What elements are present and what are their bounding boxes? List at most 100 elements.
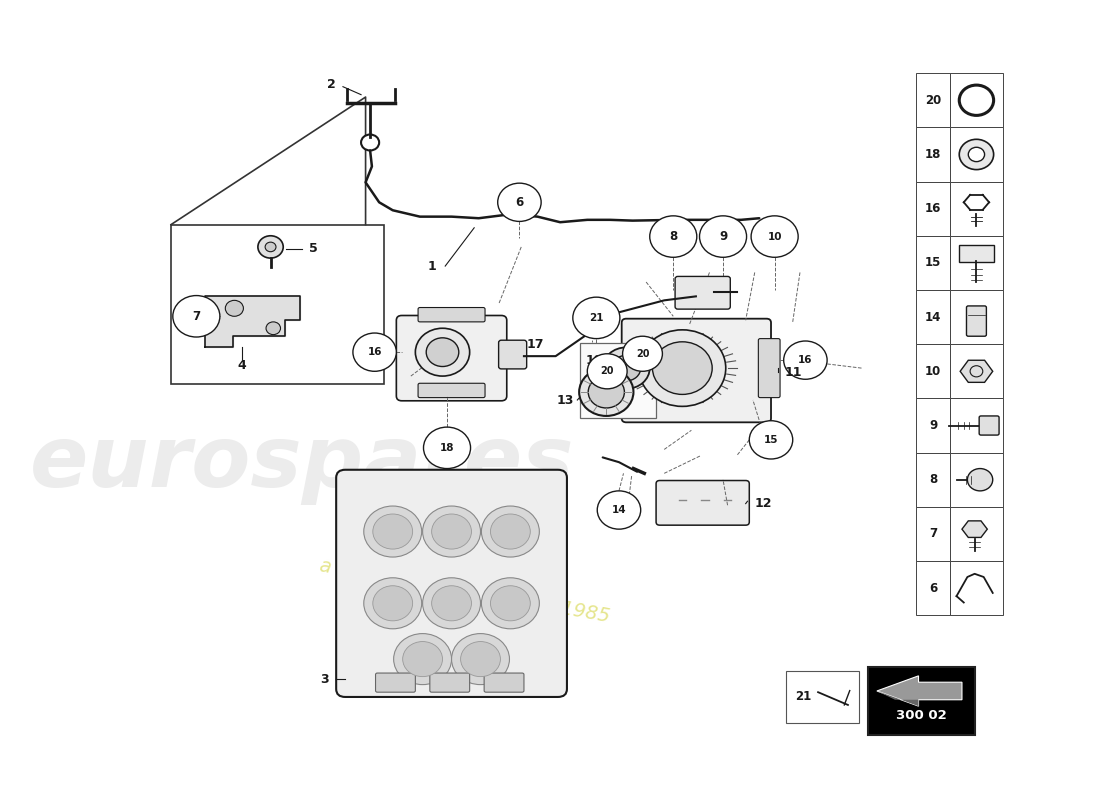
Text: a passion for parts since 1985: a passion for parts since 1985	[319, 557, 612, 626]
Circle shape	[783, 341, 827, 379]
FancyBboxPatch shape	[959, 245, 993, 262]
Circle shape	[424, 427, 471, 469]
Circle shape	[623, 336, 662, 371]
FancyBboxPatch shape	[916, 290, 950, 344]
FancyBboxPatch shape	[950, 561, 1003, 615]
FancyBboxPatch shape	[950, 73, 1003, 127]
FancyBboxPatch shape	[916, 182, 950, 236]
Text: 18: 18	[925, 148, 942, 161]
Text: 16: 16	[799, 355, 813, 365]
Circle shape	[431, 586, 472, 621]
Text: 5: 5	[309, 242, 318, 255]
Polygon shape	[960, 360, 992, 382]
FancyBboxPatch shape	[418, 383, 485, 398]
FancyBboxPatch shape	[950, 507, 1003, 561]
Text: 13: 13	[557, 394, 574, 406]
Circle shape	[257, 236, 283, 258]
Circle shape	[373, 514, 412, 549]
FancyBboxPatch shape	[950, 453, 1003, 507]
FancyBboxPatch shape	[418, 307, 485, 322]
Text: 300 02: 300 02	[895, 709, 947, 722]
Circle shape	[749, 421, 793, 459]
Circle shape	[491, 514, 530, 549]
Text: 8: 8	[928, 474, 937, 486]
Text: 18: 18	[440, 443, 454, 453]
FancyBboxPatch shape	[950, 290, 1003, 344]
FancyBboxPatch shape	[950, 182, 1003, 236]
Circle shape	[580, 368, 634, 416]
Circle shape	[751, 216, 799, 258]
Circle shape	[403, 642, 442, 677]
FancyBboxPatch shape	[337, 470, 566, 697]
Text: 12: 12	[755, 497, 772, 510]
Text: 1: 1	[428, 259, 437, 273]
Polygon shape	[877, 691, 918, 706]
Circle shape	[491, 586, 530, 621]
FancyBboxPatch shape	[916, 73, 950, 127]
Text: 14: 14	[925, 310, 942, 323]
FancyBboxPatch shape	[950, 236, 1003, 290]
Circle shape	[650, 216, 696, 258]
Circle shape	[265, 242, 276, 252]
Circle shape	[416, 328, 470, 376]
FancyBboxPatch shape	[916, 561, 950, 615]
Text: 4: 4	[238, 359, 246, 372]
Circle shape	[431, 514, 472, 549]
FancyBboxPatch shape	[621, 318, 771, 422]
Circle shape	[361, 134, 379, 150]
FancyBboxPatch shape	[580, 343, 656, 418]
Text: 14: 14	[612, 505, 626, 515]
Circle shape	[364, 578, 421, 629]
Text: 15: 15	[763, 435, 779, 445]
Text: 3: 3	[320, 673, 329, 686]
FancyBboxPatch shape	[375, 673, 416, 692]
Text: 20: 20	[636, 349, 649, 358]
Polygon shape	[206, 296, 300, 346]
Circle shape	[373, 586, 412, 621]
Text: 10: 10	[925, 365, 942, 378]
FancyBboxPatch shape	[916, 398, 950, 453]
Circle shape	[612, 355, 640, 381]
Text: 9: 9	[928, 419, 937, 432]
Circle shape	[422, 506, 481, 557]
FancyBboxPatch shape	[868, 667, 975, 735]
Text: 16: 16	[367, 347, 382, 357]
FancyBboxPatch shape	[916, 507, 950, 561]
Text: 21: 21	[795, 690, 812, 703]
Circle shape	[497, 183, 541, 222]
Circle shape	[461, 642, 500, 677]
Text: 16: 16	[925, 202, 942, 215]
Text: 21: 21	[590, 313, 604, 323]
Circle shape	[173, 295, 220, 337]
FancyBboxPatch shape	[396, 315, 507, 401]
Circle shape	[639, 330, 726, 406]
Circle shape	[426, 338, 459, 366]
FancyBboxPatch shape	[979, 416, 999, 435]
Circle shape	[588, 376, 625, 408]
Text: 6: 6	[515, 196, 524, 209]
Circle shape	[266, 322, 280, 334]
Circle shape	[422, 578, 481, 629]
Circle shape	[587, 354, 627, 389]
Polygon shape	[962, 521, 988, 538]
FancyBboxPatch shape	[656, 481, 749, 525]
Circle shape	[482, 506, 539, 557]
Text: 17: 17	[527, 338, 544, 350]
FancyBboxPatch shape	[675, 277, 730, 309]
FancyBboxPatch shape	[484, 673, 524, 692]
Circle shape	[967, 469, 992, 491]
Text: 20: 20	[601, 366, 614, 376]
FancyBboxPatch shape	[498, 340, 527, 369]
Text: 20: 20	[925, 94, 942, 106]
Polygon shape	[877, 676, 962, 706]
Circle shape	[652, 342, 712, 394]
FancyBboxPatch shape	[916, 236, 950, 290]
Text: 9: 9	[719, 230, 727, 243]
Text: 6: 6	[928, 582, 937, 594]
Text: 2: 2	[327, 78, 336, 90]
FancyBboxPatch shape	[758, 338, 780, 398]
FancyBboxPatch shape	[916, 344, 950, 398]
FancyBboxPatch shape	[950, 398, 1003, 453]
FancyBboxPatch shape	[950, 127, 1003, 182]
Text: 15: 15	[925, 256, 942, 270]
